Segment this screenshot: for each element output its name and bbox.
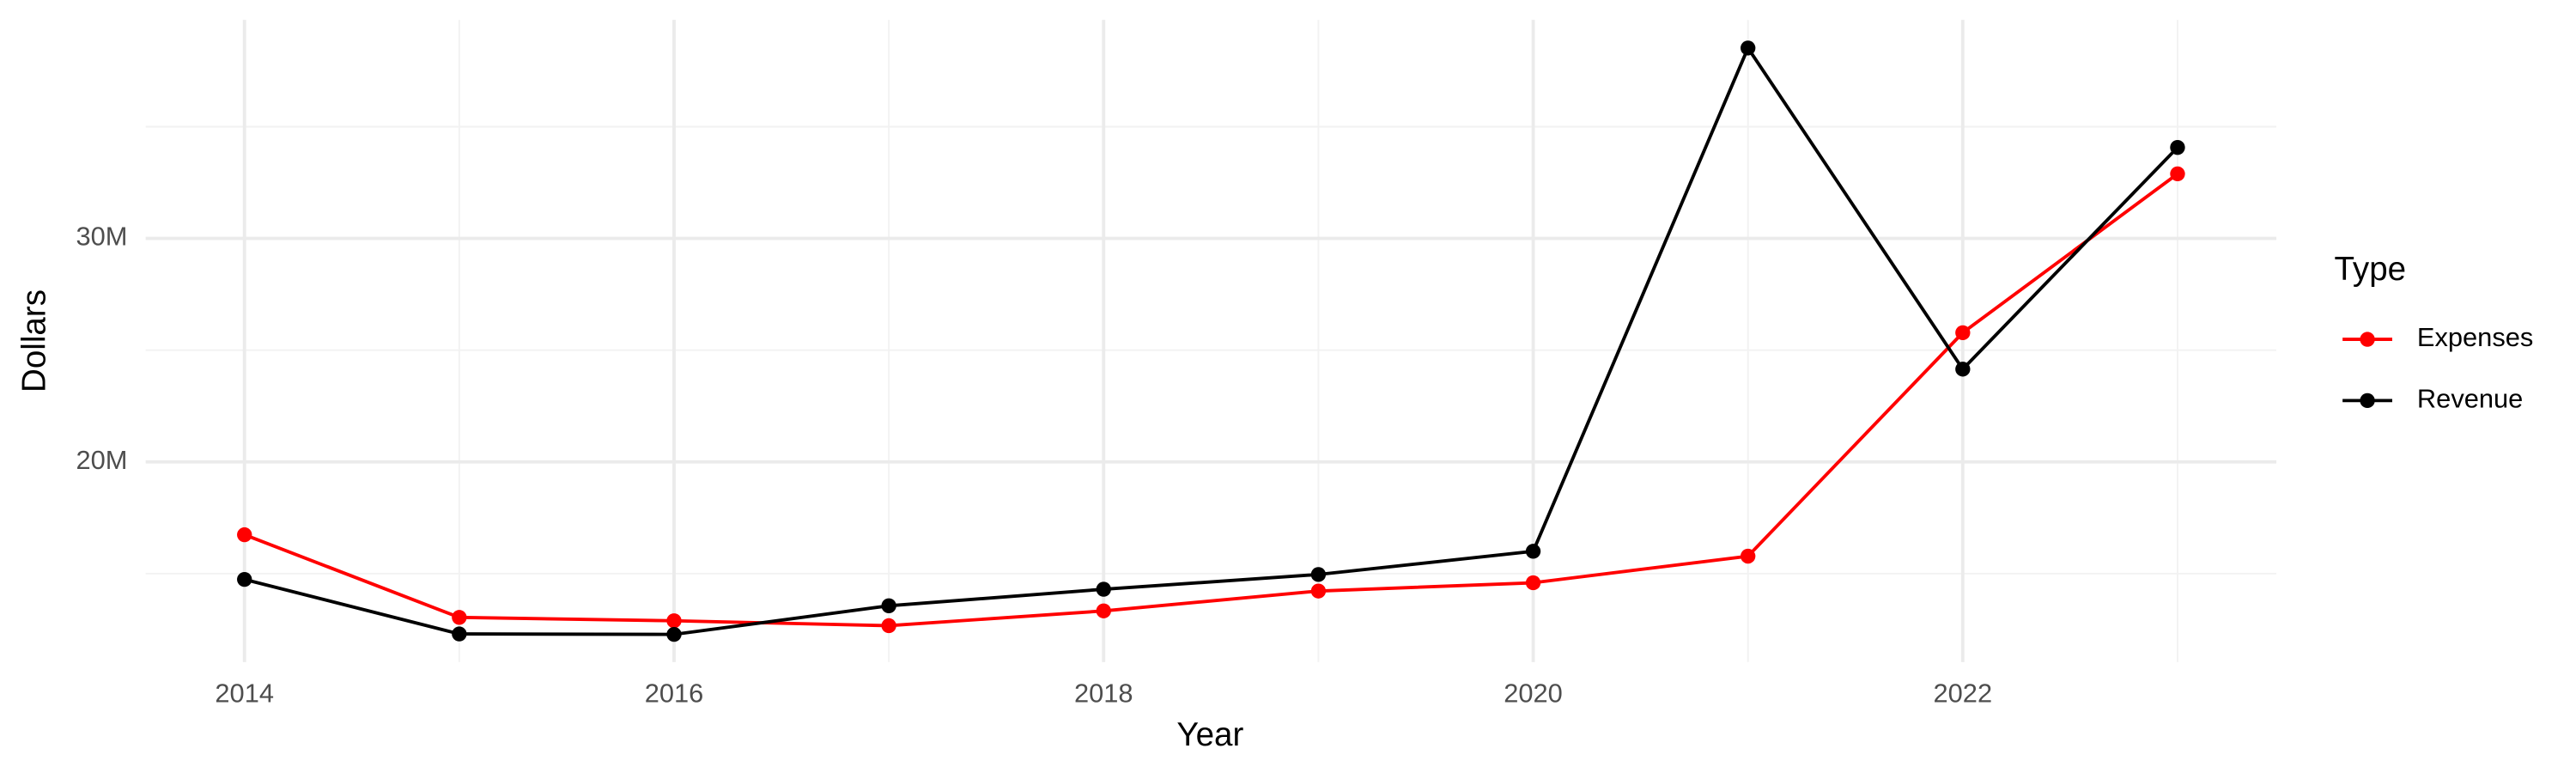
y-axis-title: Dollars [16,289,53,393]
data-point [237,571,252,587]
data-point [1310,567,1327,582]
x-tick-label: 2014 [215,679,274,709]
legend-marker [2360,393,2375,409]
data-point [881,598,896,613]
legend-title: Type [2335,251,2407,288]
data-point [666,613,682,629]
x-tick-label: 2022 [1934,679,1993,709]
data-point [2170,140,2185,155]
data-point [1096,603,1111,618]
series-line [244,172,2179,628]
data-point [1955,362,1971,377]
x-axis-title: Year [1176,716,1243,753]
x-tick-label: 2016 [645,679,704,709]
data-point [666,626,682,642]
series-line [244,44,2179,636]
legend-label: Revenue [2417,384,2523,414]
data-point [2170,166,2185,182]
y-tick-label: 30M [76,222,127,252]
legend-label: Expenses [2417,322,2533,352]
data-point [1741,40,1756,56]
data-point [1741,548,1756,564]
data-point [881,618,896,634]
y-tick-label: 20M [76,445,127,475]
data-point [452,626,467,642]
x-tick-label: 2018 [1074,679,1133,709]
data-point [1310,583,1327,599]
data-point [1096,581,1111,597]
data-point [237,526,252,543]
data-point [1525,575,1541,591]
legend-marker [2360,332,2375,347]
data-point [452,610,467,625]
data-point [1955,325,1971,341]
data-point [1525,544,1541,559]
x-tick-label: 2020 [1504,679,1563,709]
